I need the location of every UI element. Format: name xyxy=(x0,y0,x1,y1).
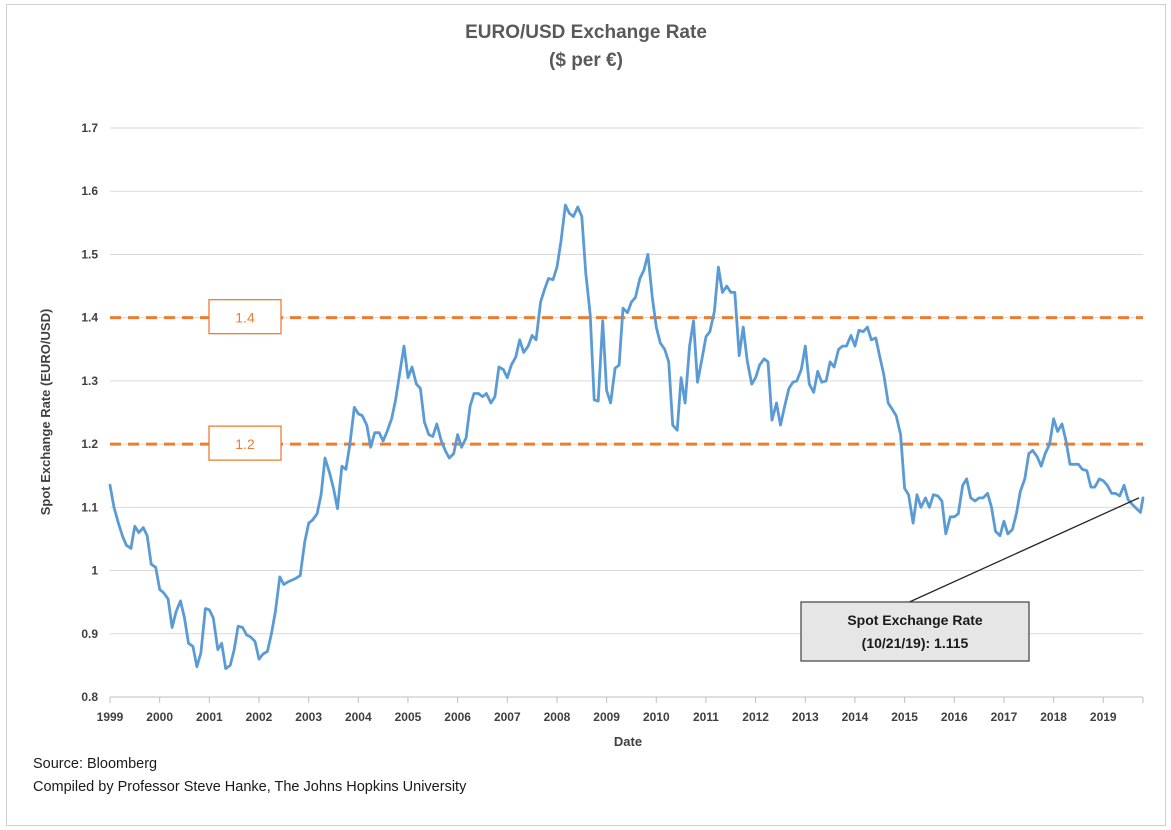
x-tick-label: 2002 xyxy=(246,710,273,724)
x-tick-label: 2001 xyxy=(196,710,223,724)
x-tick-label: 2003 xyxy=(295,710,322,724)
x-tick-label: 2011 xyxy=(693,710,719,724)
y-axis-ticks: 0.8 0.9 1 1.1 1.2 1.3 1.4 1.5 1.6 1.7 xyxy=(81,121,98,704)
x-tick-label: 2008 xyxy=(544,710,571,724)
x-tick-label: 2000 xyxy=(146,710,173,724)
compiled-note: Compiled by Professor Steve Hanke, The J… xyxy=(33,779,467,795)
y-tick-label: 0.9 xyxy=(81,627,98,641)
series-layer xyxy=(108,203,1145,670)
x-tick-label: 2004 xyxy=(345,710,372,724)
x-tick-label: 2006 xyxy=(444,710,471,724)
annotation: Spot Exchange Rate (10/21/19): 1.115 xyxy=(800,497,1140,662)
x-tick-label: 2012 xyxy=(742,710,769,724)
y-tick-label: 1.1 xyxy=(81,500,98,514)
x-tick-label: 2013 xyxy=(792,710,819,724)
series-line xyxy=(108,203,1145,670)
y-tick-label: 1.5 xyxy=(81,247,98,261)
x-tick-label: 2015 xyxy=(891,710,918,724)
x-tick-label: 2017 xyxy=(991,710,1018,724)
y-tick-label: 1 xyxy=(91,564,98,578)
x-tick-label: 2009 xyxy=(593,710,620,724)
y-tick-label: 0.8 xyxy=(81,690,98,704)
reference-label-box xyxy=(208,425,282,461)
chart-frame xyxy=(6,4,1166,826)
y-tick-label: 1.7 xyxy=(81,121,98,135)
y-axis-title: Spot Exchange Rate (EURO/USD) xyxy=(38,309,53,516)
x-tick-label: 2007 xyxy=(494,710,521,724)
x-tick-label: 1999 xyxy=(97,710,124,724)
gridlines xyxy=(110,127,1143,698)
y-tick-label: 1.4 xyxy=(81,311,98,325)
y-tick-label: 1.3 xyxy=(81,374,98,388)
x-tick-label: 2019 xyxy=(1090,710,1117,724)
x-tick-label: 2005 xyxy=(395,710,422,724)
x-axis-ticks: 1999 2000 2001 2002 2003 2004 2005 2006 2007 2008… xyxy=(97,697,1144,724)
reference-label: 1.2 xyxy=(235,436,255,452)
annotation-line-1: Spot Exchange Rate xyxy=(847,612,983,628)
x-tick-label: 2018 xyxy=(1040,710,1067,724)
y-tick-label: 1.2 xyxy=(81,437,98,451)
x-tick-label: 2010 xyxy=(643,710,670,724)
x-axis-title: Date xyxy=(614,734,642,749)
annotation-line-2: (10/21/19): 1.115 xyxy=(862,635,969,651)
chart-title: EURO/USD Exchange Rate xyxy=(465,22,707,43)
source-note: Source: Bloomberg xyxy=(33,756,158,772)
reference-lines: 1.4 1.2 xyxy=(110,299,1143,461)
x-tick-label: 2016 xyxy=(941,710,968,724)
annotation-leader-line xyxy=(904,497,1140,605)
reference-label-box xyxy=(208,299,282,335)
x-tick-label: 2014 xyxy=(842,710,869,724)
reference-label: 1.4 xyxy=(235,310,255,326)
annotation-box xyxy=(800,601,1030,662)
y-tick-label: 1.6 xyxy=(81,184,98,198)
chart-subtitle: ($ per €) xyxy=(549,50,623,71)
